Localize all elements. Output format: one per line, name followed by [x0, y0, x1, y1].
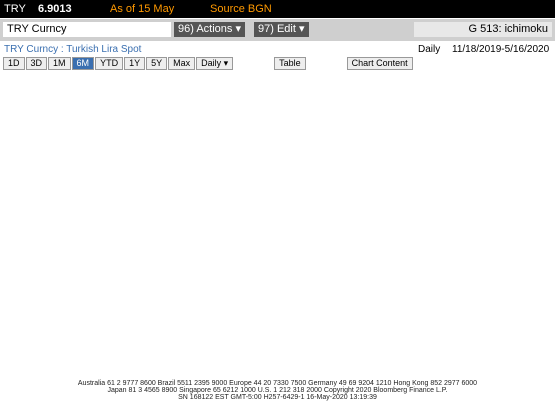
source: Source BGN — [210, 3, 272, 15]
range-button[interactable]: Chart Content — [346, 57, 413, 70]
chart: 5.80006.00006.20006.40006.60006.80007.00… — [0, 72, 555, 378]
edit-menu[interactable]: 97) Edit ▾ — [254, 22, 309, 37]
footer-line: Japan 81 3 4565 8900 Singapore 65 6212 1… — [107, 387, 448, 394]
footer-line: Australia 61 2 9777 8600 Brazil 5511 239… — [77, 380, 478, 387]
range-button[interactable]: YTD — [95, 57, 124, 70]
range-button[interactable]: Table — [274, 57, 306, 70]
template: G 513: ichimoku — [414, 22, 552, 37]
header: TRY 6.9013 As of 15 May Source BGN — [0, 0, 555, 18]
range-button[interactable]: 6M — [71, 57, 95, 70]
as-of: As of 15 May — [110, 3, 175, 15]
footer: Australia 61 2 9777 8600 Brazil 5511 239… — [0, 380, 555, 401]
range-button[interactable]: 1M — [48, 57, 71, 70]
toolbar: TRY Curncy 96) Actions ▾ 97) Edit ▾ G 51… — [0, 19, 555, 41]
security-input[interactable]: TRY Curncy — [3, 22, 171, 37]
range-button[interactable]: 1Y — [124, 57, 146, 70]
actions-menu[interactable]: 96) Actions ▾ — [174, 22, 245, 37]
range-button[interactable]: 3D — [25, 57, 48, 70]
footer-line: SN 168122 EST GMT-5:00 H257-6429-1 16-Ma… — [178, 394, 377, 401]
range-button[interactable]: 5Y — [146, 57, 168, 70]
range-button[interactable]: 1D — [3, 57, 25, 70]
subtitle: TRY Curncy : Turkish Lira Spot — [4, 44, 142, 55]
ticker: TRY — [4, 3, 26, 15]
date-range: 11/18/2019-5/16/2020 — [452, 44, 550, 55]
period: Daily — [418, 44, 441, 55]
range-buttons: 1D 3D 1M 6M YTD 1Y 5Y Max Daily ▾ Table Chart Cont… — [3, 57, 413, 70]
range-button[interactable]: Daily ▾ — [196, 57, 234, 70]
price: 6.9013 — [38, 3, 72, 15]
range-button[interactable]: Max — [168, 57, 196, 70]
